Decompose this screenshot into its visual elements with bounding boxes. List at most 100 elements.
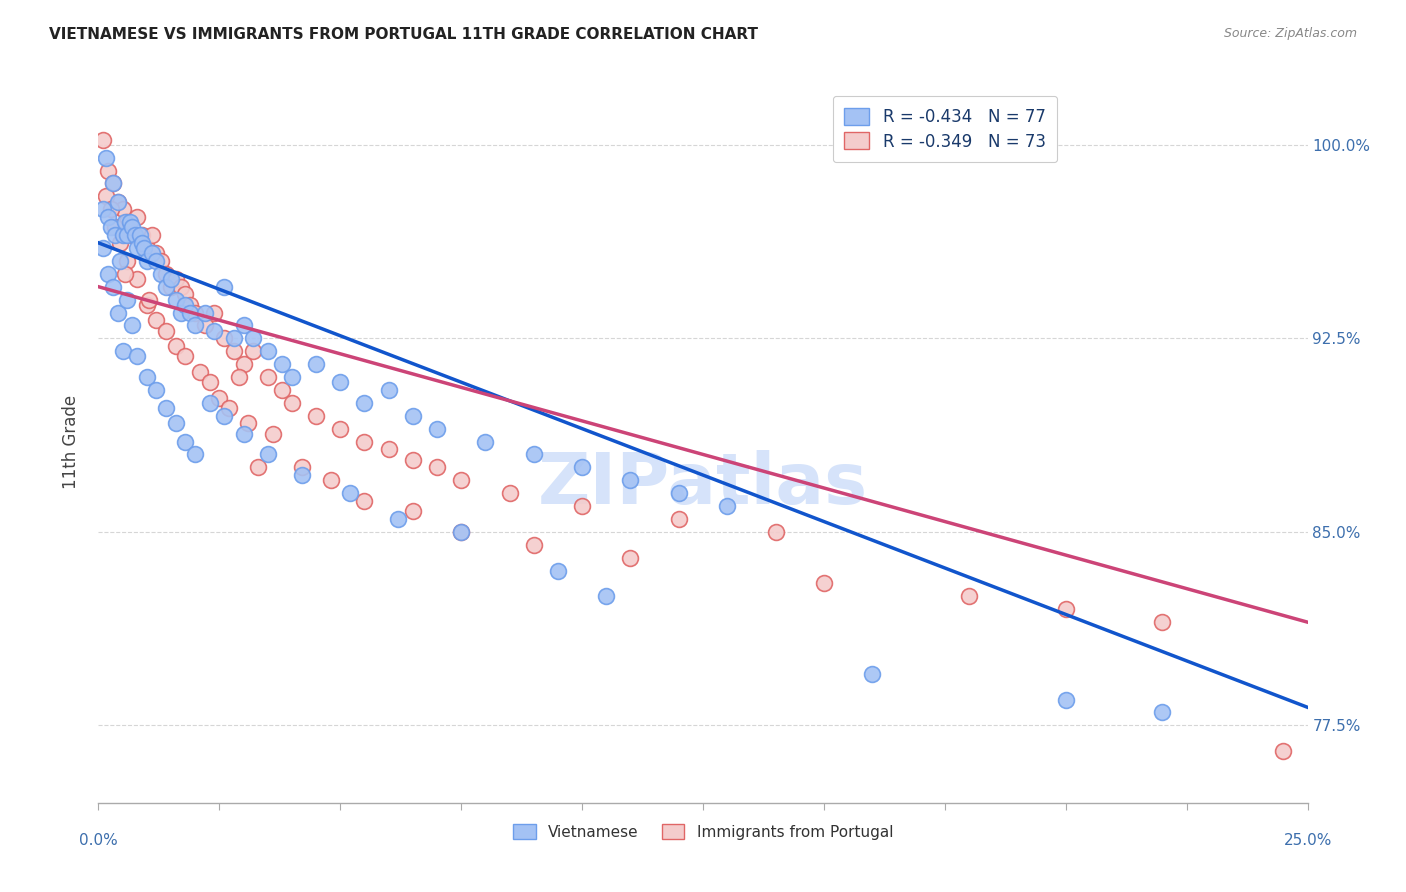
Y-axis label: 11th Grade: 11th Grade — [62, 394, 80, 489]
Point — [860, 666, 883, 681]
Point — [1152, 706, 1174, 720]
Point — [228, 370, 250, 384]
Point — [184, 447, 207, 461]
Point — [281, 370, 304, 384]
Point — [135, 298, 157, 312]
Point — [450, 524, 472, 539]
Point — [174, 350, 197, 364]
Point — [222, 331, 245, 345]
Point — [160, 272, 183, 286]
Point — [262, 426, 284, 441]
Point — [179, 298, 201, 312]
Point — [204, 324, 226, 338]
Point — [194, 305, 217, 319]
Point — [111, 202, 134, 217]
Point — [271, 383, 294, 397]
Point — [212, 279, 235, 293]
Point — [104, 228, 127, 243]
Point — [619, 550, 641, 565]
Point — [377, 383, 399, 397]
Point — [101, 177, 124, 191]
Point — [169, 279, 191, 293]
Point — [329, 422, 352, 436]
Point — [104, 220, 127, 235]
Point — [111, 228, 134, 243]
Text: 0.0%: 0.0% — [79, 833, 118, 848]
Point — [329, 375, 352, 389]
Point — [339, 486, 361, 500]
Point — [377, 442, 399, 457]
Point — [188, 365, 211, 379]
Point — [184, 305, 207, 319]
Point — [135, 241, 157, 255]
Point — [232, 357, 254, 371]
Point — [765, 524, 787, 539]
Point — [208, 391, 231, 405]
Point — [256, 447, 278, 461]
Point — [353, 494, 375, 508]
Point — [97, 267, 120, 281]
Point — [160, 279, 183, 293]
Point — [117, 228, 139, 243]
Point — [150, 254, 173, 268]
Point — [281, 396, 304, 410]
Point — [128, 228, 150, 243]
Point — [114, 267, 136, 281]
Point — [426, 422, 449, 436]
Point — [256, 370, 278, 384]
Point — [595, 590, 617, 604]
Text: Source: ZipAtlas.com: Source: ZipAtlas.com — [1223, 27, 1357, 40]
Point — [1152, 615, 1174, 630]
Point — [498, 486, 520, 500]
Point — [523, 538, 546, 552]
Point — [813, 576, 835, 591]
Point — [319, 473, 342, 487]
Point — [141, 228, 163, 243]
Point — [141, 246, 163, 260]
Point — [242, 331, 264, 345]
Point — [174, 434, 197, 449]
Point — [184, 318, 207, 333]
Point — [155, 324, 177, 338]
Point — [155, 267, 177, 281]
Point — [91, 133, 114, 147]
Point — [198, 396, 221, 410]
Point — [571, 499, 593, 513]
Text: VIETNAMESE VS IMMIGRANTS FROM PORTUGAL 11TH GRADE CORRELATION CHART: VIETNAMESE VS IMMIGRANTS FROM PORTUGAL 1… — [49, 27, 758, 42]
Point — [107, 194, 129, 209]
Point — [426, 460, 449, 475]
Point — [155, 279, 177, 293]
Point — [135, 370, 157, 384]
Point — [165, 272, 187, 286]
Point — [131, 228, 153, 243]
Point — [108, 235, 131, 250]
Point — [571, 460, 593, 475]
Point — [131, 235, 153, 250]
Point — [198, 375, 221, 389]
Point — [668, 486, 690, 500]
Point — [174, 298, 197, 312]
Point — [174, 287, 197, 301]
Point — [165, 339, 187, 353]
Point — [238, 417, 260, 431]
Point — [716, 499, 738, 513]
Point — [402, 452, 425, 467]
Point — [97, 163, 120, 178]
Point — [124, 228, 146, 243]
Point — [97, 210, 120, 224]
Point — [155, 401, 177, 415]
Point — [450, 524, 472, 539]
Point — [247, 460, 270, 475]
Text: 25.0%: 25.0% — [1284, 833, 1331, 848]
Point — [117, 293, 139, 307]
Point — [101, 177, 124, 191]
Point — [145, 313, 167, 327]
Point — [134, 241, 156, 255]
Point — [474, 434, 496, 449]
Point — [101, 279, 124, 293]
Point — [91, 241, 114, 255]
Point — [127, 210, 149, 224]
Point — [256, 344, 278, 359]
Point — [957, 590, 980, 604]
Text: ZIPatlas: ZIPatlas — [538, 450, 868, 519]
